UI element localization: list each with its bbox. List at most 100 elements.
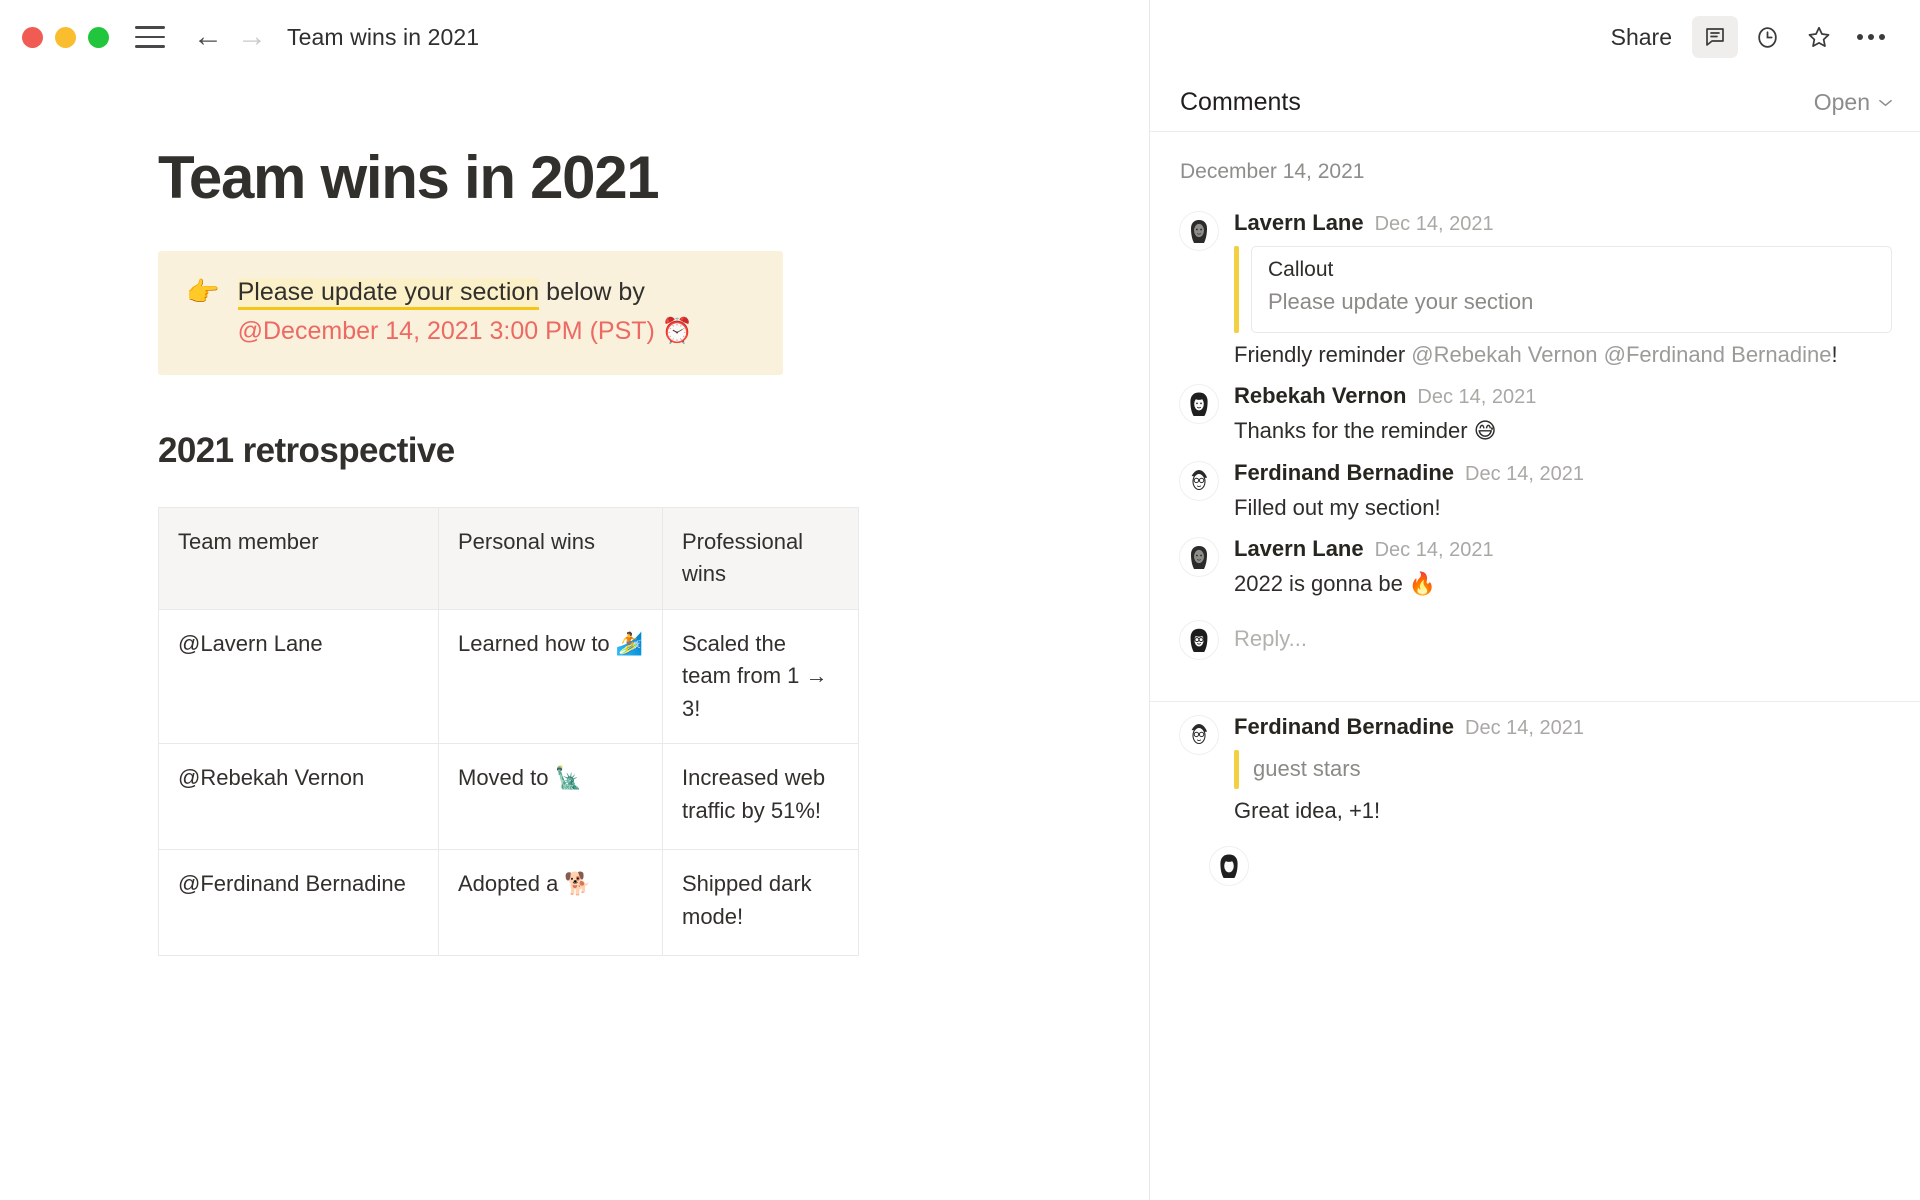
comment-item[interactable]: Lavern Lane Dec 14, 2021 2022 is gonna b… (1180, 524, 1892, 600)
zoom-window-button[interactable] (88, 26, 109, 48)
share-button[interactable]: Share (1610, 23, 1672, 50)
column-header-team-member: Team member (158, 506, 439, 610)
comments-scroll-area[interactable]: December 14, 2021 (1150, 132, 1920, 1200)
callout-block[interactable]: 👉 Please update your section below by @D… (158, 251, 783, 375)
comment-timestamp: Dec 14, 2021 (1374, 539, 1494, 562)
minimize-window-button[interactable] (55, 26, 76, 48)
comment-timestamp: Dec 14, 2021 (1417, 386, 1537, 409)
close-window-button[interactable] (22, 26, 43, 48)
ellipsis-icon[interactable] (1848, 16, 1894, 58)
comment-mentions[interactable]: @Rebekah Vernon @Ferdinand Bernadine (1411, 341, 1832, 367)
avatar[interactable] (1180, 212, 1218, 250)
comment-timestamp: Dec 14, 2021 (1374, 213, 1494, 235)
reply-row[interactable]: Reply... (1180, 601, 1892, 681)
comment-text: 2022 is gonna be 🔥 (1234, 571, 1437, 597)
comment-item[interactable]: Rebekah Vernon Dec 14, 2021 Thanks for t… (1180, 371, 1892, 447)
callout-highlighted-text: Please update your section (237, 278, 540, 310)
star-icon[interactable] (1796, 16, 1842, 58)
avatar[interactable] (1210, 846, 1248, 885)
cell-personal-wins[interactable]: Adopted a 🐕 (438, 849, 663, 957)
comment-text: Friendly reminder @Rebekah Vernon @Ferdi… (1234, 338, 1892, 371)
page-title: Team wins in 2021 (158, 144, 660, 211)
comment-content: Rebekah Vernon Dec 14, 2021 Thanks for t… (1234, 383, 1892, 447)
avatar[interactable] (1180, 385, 1218, 424)
comment-text: Filled out my section! (1234, 494, 1441, 520)
quote-body: guest stars (1253, 755, 1361, 781)
quote-accent-bar (1234, 749, 1239, 789)
quoted-callout-block[interactable]: Callout Please update your section (1234, 246, 1892, 333)
cell-team-member[interactable]: @Ferdinand Bernadine (158, 849, 439, 957)
avatar[interactable] (1180, 715, 1218, 754)
cell-professional-wins[interactable]: Scaled the team from 1 → 3! (662, 608, 859, 745)
table-row[interactable]: @Rebekah Vernon Moved to 🗽 Increased web… (158, 743, 859, 851)
arrow-right-icon[interactable]: → (237, 20, 267, 53)
document-pane: ← → Team wins in 2021 Team wins in 2021 … (0, 0, 1150, 1200)
comment-author[interactable]: Rebekah Vernon (1234, 383, 1407, 409)
callout-text-tail: below by (539, 278, 645, 306)
comment-author[interactable]: Ferdinand Bernadine (1234, 713, 1455, 739)
comment-item[interactable]: Ferdinand Bernadine Dec 14, 2021 Filled … (1180, 448, 1892, 524)
comment-content: Ferdinand Bernadine Dec 14, 2021 Filled … (1234, 460, 1892, 524)
cell-team-member[interactable]: @Lavern Lane (158, 608, 439, 745)
comment-author[interactable]: Lavern Lane (1234, 536, 1364, 562)
table-header-row: Team member Personal wins Professional w… (158, 506, 859, 610)
table-row[interactable]: @Lavern Lane Learned how to 🏄 Scaled the… (158, 608, 859, 745)
breadcrumb[interactable]: Team wins in 2021 (287, 23, 480, 50)
comment-text: Thanks for the reminder 😅 (1234, 418, 1497, 444)
avatar[interactable] (1180, 461, 1218, 500)
avatar[interactable] (1180, 538, 1218, 577)
quote-body: Please update your section (1268, 289, 1534, 314)
cell-professional-wins[interactable]: Shipped dark mode! (662, 849, 859, 957)
quoted-text-block[interactable]: guest stars (1234, 749, 1892, 789)
avatar[interactable] (1180, 620, 1218, 659)
document-toolbar: Share (1150, 0, 1920, 74)
comment-content: Ferdinand Bernadine Dec 14, 2021 guest s… (1234, 714, 1892, 827)
callout-text: Please update your section below by @Dec… (237, 273, 693, 351)
cell-personal-wins[interactable]: Moved to 🗽 (438, 743, 663, 851)
reply-input[interactable]: Reply... (1234, 625, 1307, 651)
column-header-professional-wins: Professional wins (662, 506, 859, 610)
comment-text-lead: Friendly reminder (1234, 341, 1412, 367)
cell-professional-wins[interactable]: Increased web traffic by 51%! (662, 743, 859, 851)
comment-item[interactable]: Lavern Lane Dec 14, 2021 Callout Please … (1180, 198, 1892, 371)
cell-team-member[interactable]: @Rebekah Vernon (158, 743, 439, 851)
next-comment-avatar-partial[interactable] (1180, 827, 1892, 885)
table-row[interactable]: @Ferdinand Bernadine Adopted a 🐕 Shipped… (158, 849, 859, 957)
pointing-finger-icon: 👉 (186, 277, 220, 307)
comment-content: Lavern Lane Dec 14, 2021 2022 is gonna b… (1234, 536, 1892, 600)
comment-meta: Lavern Lane Dec 14, 2021 (1234, 536, 1892, 562)
document-body: Team wins in 2021 👉 Please update your s… (0, 74, 1149, 957)
traffic-lights (22, 26, 109, 48)
comment-author[interactable]: Ferdinand Bernadine (1234, 459, 1455, 485)
comment-text-tail: ! (1831, 341, 1838, 367)
window-titlebar: ← → Team wins in 2021 (0, 0, 1149, 74)
comments-pane: Share (1150, 0, 1920, 1200)
comment-thread: Ferdinand Bernadine Dec 14, 2021 guest s… (1150, 702, 1920, 905)
arrow-left-icon[interactable]: ← (193, 20, 223, 53)
comment-author[interactable]: Lavern Lane (1234, 210, 1364, 235)
comment-meta: Ferdinand Bernadine Dec 14, 2021 (1234, 714, 1892, 740)
clock-icon[interactable] (1744, 16, 1790, 58)
comment-bubble-icon[interactable] (1692, 16, 1738, 58)
comment-meta: Ferdinand Bernadine Dec 14, 2021 (1234, 460, 1892, 486)
comment-meta: Lavern Lane Dec 14, 2021 (1234, 210, 1892, 236)
comments-filter-dropdown[interactable]: Open (1814, 89, 1892, 116)
date-mention[interactable]: @December 14, 2021 3:00 PM (PST) (237, 316, 655, 345)
comments-header: Comments Open (1150, 74, 1920, 132)
section-heading: 2021 retrospective (158, 430, 455, 470)
comment-timestamp: Dec 14, 2021 (1465, 716, 1585, 739)
comment-meta: Rebekah Vernon Dec 14, 2021 (1234, 383, 1892, 409)
comments-title: Comments (1180, 88, 1301, 116)
quote-accent-bar (1234, 246, 1239, 333)
cell-personal-wins[interactable]: Learned how to 🏄 (438, 608, 663, 745)
comment-thread: Lavern Lane Dec 14, 2021 Callout Please … (1150, 198, 1920, 702)
hamburger-icon[interactable] (135, 26, 165, 48)
comment-timestamp: Dec 14, 2021 (1465, 462, 1585, 485)
comment-content: Lavern Lane Dec 14, 2021 Callout Please … (1234, 210, 1892, 371)
comment-item[interactable]: Ferdinand Bernadine Dec 14, 2021 guest s… (1180, 702, 1892, 827)
comments-date-group: December 14, 2021 (1180, 160, 1365, 183)
chevron-down-icon (1879, 99, 1892, 106)
alarm-clock-icon: ⏰ (661, 316, 693, 345)
quote-content: Callout Please update your section (1251, 246, 1892, 333)
